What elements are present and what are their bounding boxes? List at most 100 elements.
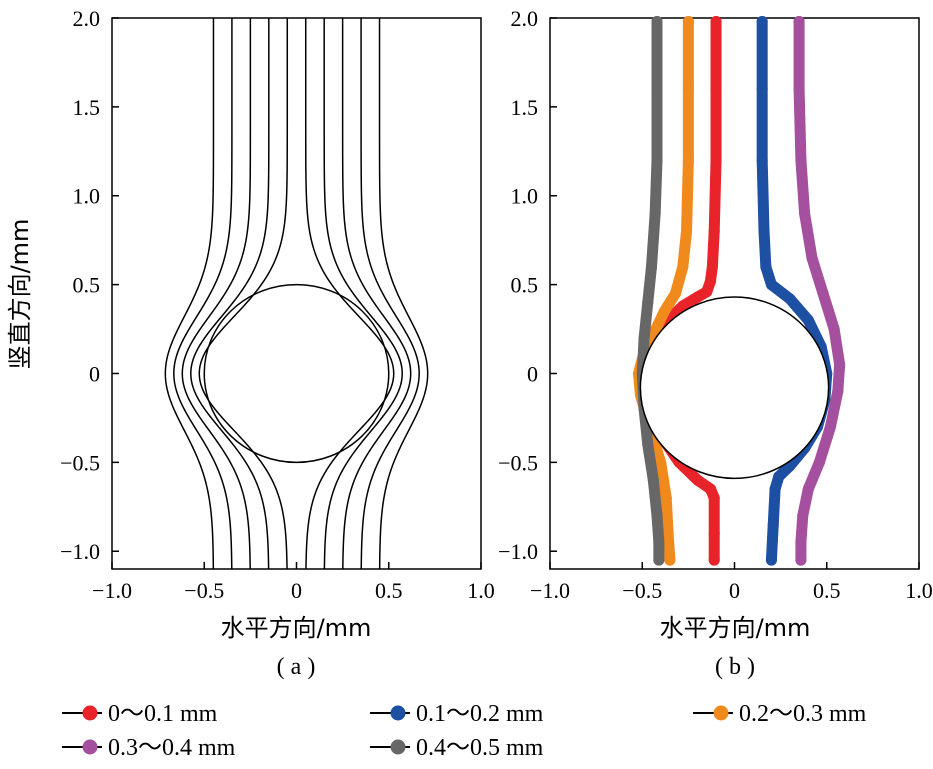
panel-b-point <box>795 154 807 166</box>
panel-b-point <box>769 483 781 495</box>
panel-b-point <box>682 83 694 95</box>
panel-b-point <box>706 261 718 273</box>
panel-b-point <box>784 293 796 305</box>
panel-b-ticks: −1.0 −0.5 0 0.5 1.0 −1.0 −0.5 0 0.5 1.0 1.5 2.0 <box>498 6 933 603</box>
panel-b-point <box>651 154 663 166</box>
panel-b-ytick-label: −1.0 <box>498 539 538 564</box>
panel-b-point <box>765 279 777 291</box>
panel-a-ytick-label: −1.0 <box>60 539 100 564</box>
panel-a-streamline <box>360 18 420 570</box>
legend-item: 0～0.1 mm <box>62 701 218 727</box>
panel-b-point <box>756 154 768 166</box>
panel-b-point <box>701 286 713 298</box>
panel-a-xtick-label: −1.0 <box>92 578 132 603</box>
legend-marker <box>390 705 406 721</box>
panel-b-ytick-label: 1.5 <box>511 95 539 120</box>
panel-b-xtick-label: −0.5 <box>622 578 662 603</box>
legend: 0～0.1 mm 0.1～0.2 mm 0.2～0.3 mm 0.3～0.4 mm 0.… <box>62 701 867 761</box>
panel-b-series <box>633 16 846 566</box>
panel-b-point <box>651 510 663 522</box>
panel-a-circle <box>203 283 390 464</box>
panel-a-tag: ( a ) <box>277 654 316 680</box>
panel-b-point <box>645 261 657 273</box>
panel-b-point <box>756 16 768 28</box>
panel-a-streamline <box>173 18 233 570</box>
panel-b-point <box>642 296 654 308</box>
panel-b-point <box>756 83 768 95</box>
panel-b-point <box>658 305 670 317</box>
panel-a-ylabel: 竖直方向/mm <box>6 219 34 370</box>
panel-b-point <box>649 208 661 220</box>
panel-a-streamline <box>190 18 270 570</box>
panel-a-streamline <box>323 18 403 570</box>
legend-item: 0.4～0.5 mm <box>370 735 544 761</box>
panel-b-point <box>795 536 807 548</box>
panel-a-streamline <box>304 18 395 570</box>
panel-a-ytick-label: 1.5 <box>73 95 101 120</box>
panel-b-point <box>638 332 650 344</box>
panel-a: −1.0 −0.5 0 0.5 1.0 −1.0 −0.5 0 0.5 1.0 1.5 2.0 水平方… <box>6 6 495 680</box>
panel-b-point <box>692 291 704 303</box>
legend-item: 0.1～0.2 mm <box>370 701 544 727</box>
panel-b-point <box>662 527 674 539</box>
panel-b-point <box>797 510 809 522</box>
panel-b-tag: ( b ) <box>715 654 755 680</box>
panel-a-obstacle-circle <box>203 283 390 464</box>
panel-b-point <box>647 474 659 486</box>
panel-b-xlabel: 水平方向/mm <box>660 614 811 642</box>
panel-b-ytick-label: −0.5 <box>498 450 538 475</box>
panel-b-circle <box>639 296 830 480</box>
panel-b-point <box>705 275 717 287</box>
panel-a-ticks: −1.0 −0.5 0 0.5 1.0 −1.0 −0.5 0 0.5 1.0 1.5 2.0 <box>60 6 495 603</box>
panel-b-point <box>760 261 772 273</box>
legend-item: 0.3～0.4 mm <box>62 735 236 761</box>
legend-marker <box>82 739 98 755</box>
panel-b-point <box>813 456 825 468</box>
panel-a-ytick-label: 0 <box>89 361 100 386</box>
panel-b-ytick-label: 2.0 <box>511 6 539 31</box>
panel-b-point <box>642 439 654 451</box>
panel-b-point <box>773 471 785 483</box>
panel-b-point <box>677 300 689 312</box>
panel-b-point <box>802 483 814 495</box>
panel-a-ytick-label: −0.5 <box>60 450 100 475</box>
panel-b-point <box>802 314 814 326</box>
panel-a-xtick-label: 0.5 <box>375 578 403 603</box>
panel-a-ytick-label: 0.5 <box>73 273 101 298</box>
panel-b-xtick-label: 0.5 <box>813 578 841 603</box>
panel-b-ytick-label: 0 <box>527 361 538 386</box>
panel-b-point <box>682 154 694 166</box>
panel-b: −1.0 −0.5 0 0.5 1.0 −1.0 −0.5 0 0.5 1.0 1.5 2.0 水平方… <box>498 6 933 680</box>
panel-b-point <box>710 83 722 95</box>
panel-a-ytick-label: 2.0 <box>73 6 101 31</box>
panel-b-point <box>793 83 805 95</box>
panel-b-point <box>653 536 665 548</box>
panel-a-xtick-label: 0 <box>291 578 302 603</box>
panel-b-point <box>806 252 818 264</box>
panel-a-streamline <box>378 18 429 570</box>
panel-a-streamline <box>198 18 289 570</box>
panel-b-point <box>799 208 811 220</box>
panel-a-xtick-label: −0.5 <box>184 578 224 603</box>
panel-b-point <box>705 483 717 495</box>
panel-a-plot-frame <box>111 17 482 570</box>
panel-b-point <box>653 554 665 566</box>
legend-item: 0.2～0.3 mm <box>693 701 867 727</box>
legend-label: 0～0.1 mm <box>108 701 218 727</box>
panel-b-point <box>795 554 807 566</box>
panel-b-obstacle-circle <box>639 296 830 480</box>
panel-b-ytick-label: 0.5 <box>511 273 539 298</box>
panel-b-xtick-label: 0 <box>729 578 740 603</box>
panel-b-point <box>655 456 667 468</box>
panel-b-point <box>682 16 694 28</box>
legend-marker <box>390 739 406 755</box>
legend-label: 0.1～0.2 mm <box>416 701 544 727</box>
panel-b-point <box>834 359 846 371</box>
panel-a-xtick-label: 1.0 <box>467 578 495 603</box>
panel-b-point <box>660 492 672 504</box>
panel-b-point <box>817 288 829 299</box>
panel-a-streamline <box>181 18 252 570</box>
panel-a-streamline <box>164 18 215 570</box>
legend-marker <box>713 705 729 721</box>
